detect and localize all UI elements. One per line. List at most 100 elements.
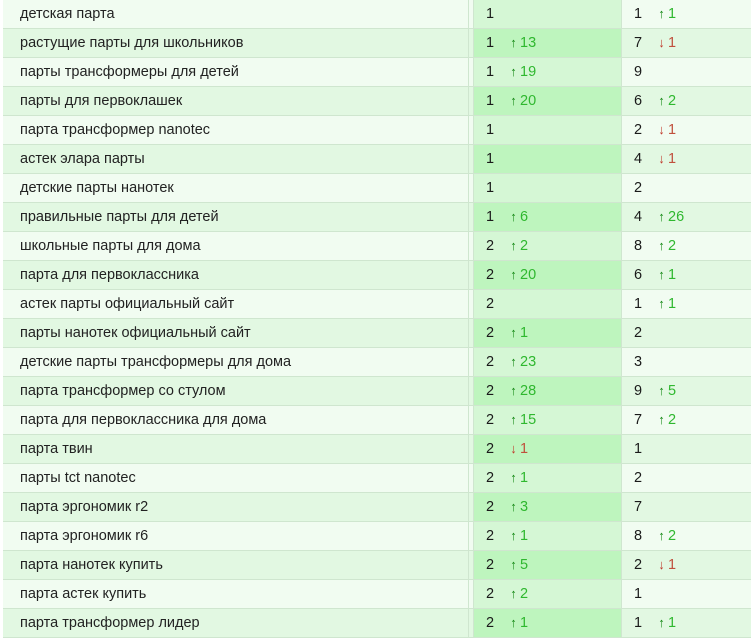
query-cell[interactable]: парта трансформер лидер	[2, 609, 469, 638]
query-cell[interactable]: парта для первоклассника для дома	[2, 406, 469, 435]
position-b-position: 2	[634, 122, 648, 138]
position-a-cell: 21	[474, 522, 622, 551]
position-b-position: 1	[634, 615, 648, 631]
table-row[interactable]: парты нанотек официальный сайт212	[2, 319, 751, 348]
query-cell[interactable]: парта нанотек купить	[2, 551, 469, 580]
query-cell[interactable]: парты для первоклашек	[2, 87, 469, 116]
position-a-cell: 21	[474, 609, 622, 638]
position-b-delta: 5	[657, 383, 676, 399]
position-b-delta: 1	[657, 151, 676, 167]
position-b-delta-value: 26	[668, 209, 684, 225]
table-row[interactable]: парта трансформер со стулом22895	[2, 377, 751, 406]
arrow-up-icon	[509, 587, 518, 600]
position-a-position: 2	[486, 383, 500, 399]
query-cell[interactable]: правильные парты для детей	[2, 203, 469, 232]
position-b-position: 3	[634, 354, 648, 370]
arrow-up-icon	[509, 355, 518, 368]
table-row[interactable]: парты для первоклашек12062	[2, 87, 751, 116]
query-cell[interactable]: астек элара парты	[2, 145, 469, 174]
position-b-delta-value: 2	[668, 528, 676, 544]
query-cell[interactable]: парта твин	[2, 435, 469, 464]
table-row[interactable]: парта трансформер лидер2111	[2, 609, 751, 638]
position-b-delta-value: 1	[668, 151, 676, 167]
position-a-cell: 25	[474, 551, 622, 580]
position-a-cell: 119	[474, 58, 622, 87]
position-a-delta: 5	[509, 557, 528, 573]
position-b-position: 2	[634, 180, 648, 196]
query-cell[interactable]: парта для первоклассника	[2, 261, 469, 290]
position-a-delta-value: 1	[520, 615, 528, 631]
position-b-position: 1	[634, 296, 648, 312]
position-a-delta: 2	[509, 238, 528, 254]
query-cell[interactable]: парты трансформеры для детей	[2, 58, 469, 87]
position-b-delta-value: 1	[668, 35, 676, 51]
position-b-cell: 71	[622, 29, 751, 58]
query-cell[interactable]: растущие парты для школьников	[2, 29, 469, 58]
position-a-position: 2	[486, 412, 500, 428]
query-cell[interactable]: астек парты официальный сайт	[2, 290, 469, 319]
position-b-position: 9	[634, 383, 648, 399]
table-row[interactable]: школьные парты для дома2282	[2, 232, 751, 261]
arrow-up-icon	[509, 268, 518, 281]
position-a-delta-value: 1	[520, 441, 528, 457]
position-a-cell: 1	[474, 145, 622, 174]
table-row[interactable]: парты tct nanotec212	[2, 464, 751, 493]
position-a-cell: 2	[474, 290, 622, 319]
arrow-up-icon	[509, 558, 518, 571]
position-b-cell: 11	[622, 609, 751, 638]
table-row[interactable]: парта трансформер nanotec121	[2, 116, 751, 145]
table-row[interactable]: парта нанотек купить2521	[2, 551, 751, 580]
table-row[interactable]: парта астек купить221	[2, 580, 751, 609]
position-a-cell: 1	[474, 174, 622, 203]
arrow-up-icon	[509, 529, 518, 542]
query-cell[interactable]: парты нанотек официальный сайт	[2, 319, 469, 348]
table-row[interactable]: парта эргономик r2237	[2, 493, 751, 522]
position-b-delta: 2	[657, 93, 676, 109]
position-a-position: 2	[486, 499, 500, 515]
query-cell[interactable]: детские парты трансформеры для дома	[2, 348, 469, 377]
query-cell[interactable]: парта эргономик r6	[2, 522, 469, 551]
table-row[interactable]: парта эргономик r62182	[2, 522, 751, 551]
position-a-delta-value: 20	[520, 93, 536, 109]
query-cell[interactable]: парты tct nanotec	[2, 464, 469, 493]
position-b-cell: 72	[622, 406, 751, 435]
query-cell[interactable]: парта трансформер со стулом	[2, 377, 469, 406]
arrow-up-icon	[657, 616, 666, 629]
arrow-up-icon	[657, 239, 666, 252]
position-b-cell: 11	[622, 0, 751, 29]
position-b-cell: 95	[622, 377, 751, 406]
position-b-delta-value: 2	[668, 412, 676, 428]
position-a-delta-value: 6	[520, 209, 528, 225]
arrow-up-icon	[509, 471, 518, 484]
arrow-up-icon	[509, 326, 518, 339]
position-a-position: 2	[486, 557, 500, 573]
query-cell[interactable]: детская парта	[2, 0, 469, 29]
query-cell[interactable]: парта астек купить	[2, 580, 469, 609]
position-b-delta: 1	[657, 615, 676, 631]
table-row[interactable]: правильные парты для детей16426	[2, 203, 751, 232]
table-row[interactable]: детские парты трансформеры для дома2233	[2, 348, 751, 377]
query-cell[interactable]: парта эргономик r2	[2, 493, 469, 522]
position-b-delta-value: 1	[668, 267, 676, 283]
position-a-position: 1	[486, 151, 500, 167]
query-cell[interactable]: школьные парты для дома	[2, 232, 469, 261]
query-cell[interactable]: парта трансформер nanotec	[2, 116, 469, 145]
table-row[interactable]: астек элара парты141	[2, 145, 751, 174]
position-a-delta-value: 19	[520, 64, 536, 80]
position-a-delta-value: 5	[520, 557, 528, 573]
position-a-delta: 20	[509, 267, 536, 283]
position-a-position: 2	[486, 325, 500, 341]
table-row[interactable]: растущие парты для школьников11371	[2, 29, 751, 58]
table-row[interactable]: парты трансформеры для детей1199	[2, 58, 751, 87]
table-row[interactable]: астек парты официальный сайт211	[2, 290, 751, 319]
position-a-delta-value: 1	[520, 325, 528, 341]
position-a-position: 2	[486, 296, 500, 312]
position-a-delta: 1	[509, 441, 528, 457]
arrow-down-icon	[657, 558, 666, 571]
table-row[interactable]: парта твин211	[2, 435, 751, 464]
query-cell[interactable]: детские парты нанотек	[2, 174, 469, 203]
table-row[interactable]: детская парта111	[2, 0, 751, 29]
table-row[interactable]: парта для первоклассника22061	[2, 261, 751, 290]
table-row[interactable]: парта для первоклассника для дома21572	[2, 406, 751, 435]
